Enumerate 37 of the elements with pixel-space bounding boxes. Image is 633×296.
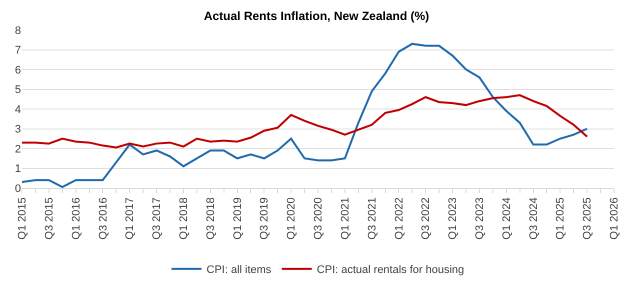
legend-label: CPI: all items [206, 264, 272, 276]
y-tick-label: 2 [14, 143, 21, 156]
x-tick-label: Q3 2024 [528, 197, 540, 240]
x-tick-label: Q3 2025 [582, 197, 594, 240]
chart-title: Actual Rents Inflation, New Zealand (%) [204, 9, 430, 24]
y-tick-label: 4 [14, 104, 21, 116]
x-tick-label: Q3 2018 [204, 197, 217, 240]
x-tick-label: Q3 2022 [420, 197, 432, 240]
y-tick-label: 5 [14, 84, 21, 96]
x-tick-label: Q1 2017 [124, 197, 136, 240]
x-tick-label: Q3 2015 [43, 197, 56, 240]
x-tick-label: Q1 2023 [447, 197, 460, 240]
x-tick-label: Q3 2020 [312, 197, 325, 240]
x-tick-label: Q3 2019 [258, 197, 271, 240]
x-tick-label: Q1 2026 [608, 197, 621, 240]
x-tick-label: Q1 2020 [286, 197, 298, 240]
line-series [22, 94, 588, 149]
x-tick-label: Q1 2019 [232, 197, 244, 240]
y-tick-label: 0 [14, 182, 21, 195]
x-tick-label: Q3 2021 [366, 197, 378, 240]
x-tick-label: Q1 2025 [554, 197, 567, 240]
y-tick-label: 3 [14, 124, 21, 136]
x-tick-label: Q1 2016 [70, 197, 82, 240]
x-tick-label: Q1 2018 [178, 197, 190, 240]
x-tick-label: Q1 2021 [339, 197, 352, 240]
x-tick-label: Q1 2015 [16, 197, 29, 240]
x-tick-label: Q1 2024 [500, 197, 513, 240]
y-tick-label: 7 [14, 44, 21, 57]
legend-label: CPI: actual rentals for housing [316, 264, 464, 276]
x-tick-label: Q3 2017 [151, 197, 164, 240]
y-tick-label: 1 [14, 163, 21, 176]
x-tick-label: Q3 2023 [474, 197, 486, 240]
line-series [22, 42, 588, 188]
y-tick-label: 8 [14, 24, 21, 37]
y-tick-label: 6 [14, 64, 21, 76]
x-tick-label: Q1 2022 [393, 197, 406, 240]
x-tick-label: Q3 2016 [97, 197, 110, 240]
